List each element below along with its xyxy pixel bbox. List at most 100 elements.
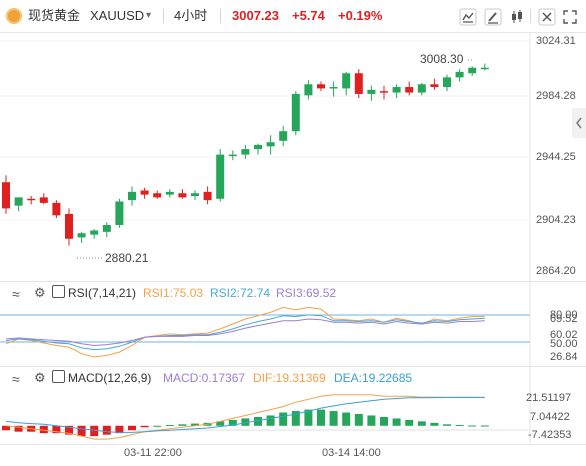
macd-histogram-bar bbox=[329, 411, 338, 426]
macd-histogram-bar bbox=[392, 418, 401, 426]
candle-body bbox=[27, 198, 36, 201]
macd-histogram-bar bbox=[342, 412, 351, 426]
candle-body bbox=[329, 87, 338, 89]
macd-tick-label: 21.51197 bbox=[526, 392, 572, 404]
macd-histogram-bar bbox=[216, 421, 225, 426]
pane-divider bbox=[0, 281, 586, 282]
candle-body bbox=[65, 213, 73, 239]
macd-histogram-bar bbox=[317, 409, 325, 426]
indicator-icon[interactable] bbox=[459, 8, 477, 26]
rsi3-value: RSI3:69.52 bbox=[276, 286, 337, 300]
macd-histogram-bar bbox=[228, 419, 237, 426]
candle-body bbox=[115, 201, 124, 225]
chart-toolbar: 现货黄金 XAUUSD ▾ 4小时 3007.23 +5.74 +0.19% bbox=[0, 0, 586, 32]
candle-body bbox=[52, 202, 61, 216]
candle-body bbox=[417, 84, 426, 93]
candle-body bbox=[468, 67, 477, 74]
candle-body bbox=[140, 190, 149, 195]
price-tick-label: 2944.25 bbox=[536, 151, 576, 163]
candle-body bbox=[153, 193, 162, 198]
rsi1-series-line bbox=[5, 306, 485, 358]
macd-histogram-bar bbox=[52, 425, 61, 434]
macd-histogram-bar bbox=[443, 424, 451, 426]
candle-body bbox=[203, 191, 212, 201]
draw-icon[interactable] bbox=[484, 8, 502, 26]
macd-histogram-bar bbox=[417, 421, 426, 426]
candle-body bbox=[241, 149, 250, 155]
side-panel-toggle[interactable] bbox=[572, 108, 586, 138]
symbol-code[interactable]: XAUUSD bbox=[90, 8, 145, 23]
macd-histogram-bar bbox=[102, 425, 111, 435]
macd-histogram-bar bbox=[266, 415, 275, 426]
candle-body bbox=[2, 182, 10, 209]
time-axis-border bbox=[0, 444, 586, 445]
macd-visibility-toggle-icon[interactable]: ≈ bbox=[12, 371, 20, 387]
macd-histogram-bar bbox=[90, 425, 99, 437]
toolbar-divider bbox=[530, 9, 531, 23]
candle-body bbox=[380, 91, 388, 93]
last-price: 3007.23 bbox=[232, 8, 279, 23]
dif-value: DIF:19.31369 bbox=[253, 371, 326, 385]
macd-histogram-bar bbox=[480, 425, 489, 427]
toolbar-divider bbox=[220, 9, 221, 23]
macd-histogram-bar bbox=[405, 419, 414, 426]
rsi-settings-gear-icon[interactable]: ⚙ bbox=[34, 285, 46, 300]
macd-histogram-bar bbox=[39, 425, 48, 434]
candle-body bbox=[317, 84, 325, 89]
price-tick-label: 2904.23 bbox=[536, 214, 576, 226]
candle-body bbox=[443, 77, 451, 88]
candle-body bbox=[228, 154, 237, 157]
price-change-percent: +0.19% bbox=[338, 8, 383, 23]
candle-body bbox=[254, 144, 262, 150]
pane-divider bbox=[0, 366, 586, 367]
time-axis-label: 03-14 14:00 bbox=[322, 447, 381, 459]
macd-histogram-bar bbox=[291, 411, 300, 426]
macd-indicator-name: MACD(12,26,9) bbox=[68, 371, 152, 385]
candle-body bbox=[39, 197, 48, 203]
price-change: +5.74 bbox=[292, 8, 325, 23]
macd-checkbox-icon[interactable] bbox=[52, 370, 65, 383]
macd-histogram-bar bbox=[304, 409, 313, 426]
symbol-name[interactable]: 现货黄金 bbox=[28, 8, 81, 23]
dea-series-line bbox=[5, 397, 485, 433]
rsi-indicator-name: RSI(7,14,21) bbox=[68, 286, 137, 300]
candle-body bbox=[304, 84, 313, 96]
candle-body bbox=[191, 193, 199, 196]
macd-histogram-bar bbox=[65, 425, 73, 435]
fullscreen-icon[interactable] bbox=[561, 8, 579, 26]
toolbar-divider bbox=[163, 9, 164, 23]
candle-body bbox=[128, 191, 136, 201]
macd-histogram-bar bbox=[191, 423, 199, 426]
macd-settings-gear-icon[interactable]: ⚙ bbox=[34, 370, 46, 385]
macd-value: MACD:0.17367 bbox=[163, 371, 246, 385]
rsi2-value: RSI2:72.74 bbox=[210, 286, 271, 300]
macd-histogram-bar bbox=[165, 425, 174, 427]
symbol-dropdown-chevron-icon[interactable]: ▾ bbox=[146, 10, 152, 21]
price-tick-label: 3024.31 bbox=[536, 35, 576, 47]
rsi-tick-label: 26.84 bbox=[550, 351, 578, 363]
macd-histogram-bar bbox=[178, 424, 187, 426]
macd-histogram-bar bbox=[430, 422, 439, 426]
macd-histogram-bar bbox=[354, 414, 363, 426]
rsi-visibility-toggle-icon[interactable]: ≈ bbox=[12, 286, 20, 302]
candle-body bbox=[14, 197, 23, 206]
timeframe-selector[interactable]: 4小时 bbox=[174, 8, 208, 23]
candle-body bbox=[102, 224, 111, 232]
rsi-checkbox-icon[interactable] bbox=[52, 285, 65, 298]
macd-histogram-bar bbox=[254, 416, 262, 426]
candle-body bbox=[165, 191, 174, 195]
candle-body bbox=[216, 154, 225, 199]
macd-histogram-bar bbox=[14, 425, 23, 432]
macd-histogram-bar bbox=[77, 425, 86, 437]
rsi3-series-line bbox=[5, 318, 485, 347]
candle-type-icon[interactable] bbox=[508, 8, 526, 26]
macd-histogram-bar bbox=[455, 425, 464, 427]
candle-body bbox=[279, 131, 288, 141]
candle-body bbox=[354, 73, 363, 94]
collapse-icon[interactable] bbox=[538, 8, 556, 26]
macd-histogram-bar bbox=[380, 416, 388, 426]
macd-histogram-bar bbox=[128, 425, 136, 431]
toolbar-border bbox=[0, 32, 586, 33]
candle-body bbox=[266, 142, 275, 147]
